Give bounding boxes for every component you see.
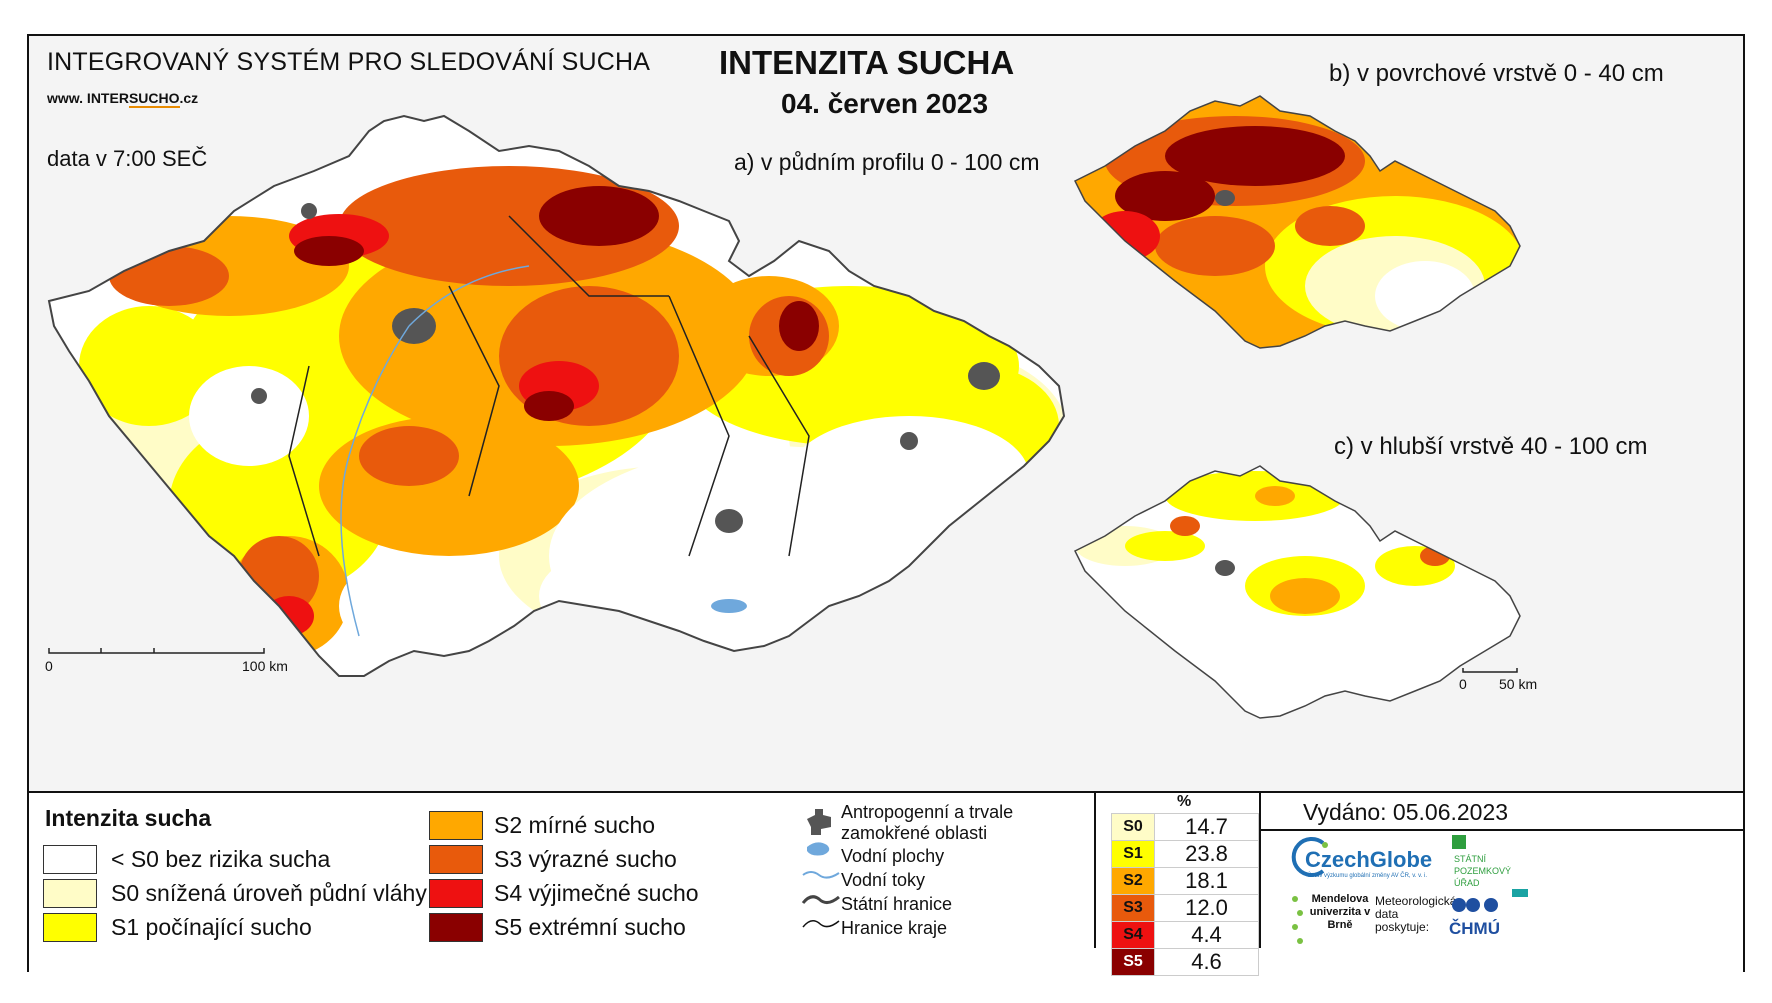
legend-s4: S4 výjimečné sucho <box>494 880 699 906</box>
overlay-state-border: Státní hranice <box>841 894 953 914</box>
scale-bar-a <box>48 648 265 654</box>
percent-row: S4 4.4 <box>1111 921 1259 949</box>
drought-map-b <box>1073 95 1521 349</box>
swatch-s2 <box>429 811 483 840</box>
percent-class: S3 <box>1111 894 1155 922</box>
percent-row: S0 14.7 <box>1111 813 1259 841</box>
overlay-water: Vodní plochy <box>841 846 945 866</box>
drought-map-a <box>47 114 1066 677</box>
percent-value: 18.1 <box>1154 867 1259 895</box>
percent-class: S4 <box>1111 921 1155 949</box>
separator-1 <box>1094 793 1096 948</box>
spu-logo: STÁTNÍ POZEMKOVÝ ÚŘAD <box>1454 854 1512 888</box>
swatch-s1 <box>43 913 97 942</box>
swatch-s3 <box>429 845 483 874</box>
separator-2 <box>1259 793 1261 948</box>
mendel-logo-icon <box>1292 896 1303 944</box>
drought-map-c <box>1073 465 1521 719</box>
scale-a-start: 0 <box>45 658 53 674</box>
urban-area-icon <box>807 809 831 835</box>
swatch-s5 <box>429 913 483 942</box>
percent-row: S2 18.1 <box>1111 867 1259 895</box>
legend-title: Intenzita sucha <box>45 805 212 831</box>
map-a-title: a) v půdním profilu 0 - 100 cm <box>734 149 1040 175</box>
spu-logo-icon <box>1452 835 1466 849</box>
percent-value: 12.0 <box>1154 894 1259 922</box>
overlay-region-border: Hranice kraje <box>841 918 948 938</box>
overlay-icons <box>801 809 840 928</box>
scale-c-start: 0 <box>1459 676 1467 692</box>
percent-class: S2 <box>1111 867 1155 895</box>
percent-value: 4.4 <box>1154 921 1259 949</box>
legend-area: Intenzita sucha < S0 bez rizika sucha S0… <box>29 791 1743 976</box>
percent-class: S5 <box>1111 948 1155 976</box>
percent-header: % <box>1177 793 1192 810</box>
percent-row: S3 12.0 <box>1111 894 1259 922</box>
legend-s1: S1 počínající sucho <box>111 914 312 940</box>
chmu-logo: ČHMÚ <box>1449 919 1500 938</box>
mendel-logo: Mendelova univerzita v Brně <box>1309 893 1371 931</box>
map-b-title: b) v povrchové vrstvě 0 - 40 cm <box>1329 60 1664 87</box>
percent-table: S0 14.7 S1 23.8 S2 18.1 S3 12.0 S4 4.4 S5 4.6 <box>1111 813 1259 976</box>
water-body-icon <box>807 842 830 856</box>
scale-a-end: 100 km <box>242 658 288 674</box>
percent-value: 14.7 <box>1154 813 1259 841</box>
legend-s0: S0 snížená úroveň půdní vláhy <box>111 880 427 906</box>
percent-row: S5 4.6 <box>1111 948 1259 976</box>
swatch-s0 <box>43 879 97 908</box>
overlay-urban: Antropogenní a trvale zamokřené oblasti <box>841 802 1014 843</box>
system-title: INTEGROVANÝ SYSTÉM PRO SLEDOVÁNÍ SUCHA <box>47 48 651 76</box>
main-title: INTENZITA SUCHA <box>719 44 1015 81</box>
chmu-logo-icon <box>1452 898 1498 912</box>
percent-class: S1 <box>1111 840 1155 868</box>
river-icon <box>802 871 840 879</box>
region-border-icon <box>802 920 840 928</box>
main-date: 04. červen 2023 <box>781 88 989 119</box>
percent-class: S0 <box>1111 813 1155 841</box>
meteo-text: Meteorologická data poskytuje: <box>1375 894 1457 934</box>
separator-3 <box>1261 829 1743 831</box>
legend-none: < S0 bez rizika sucha <box>111 846 331 872</box>
czechglobe-sub: Ústav výzkumu globální změny AV ČR, v. v… <box>1307 873 1428 879</box>
percent-value: 4.6 <box>1154 948 1259 976</box>
legend-s3: S3 výrazné sucho <box>494 846 677 872</box>
legend-s5: S5 extrémní sucho <box>494 914 686 940</box>
percent-value: 23.8 <box>1154 840 1259 868</box>
scale-bar-c <box>1462 668 1518 673</box>
scale-c-end: 50 km <box>1499 676 1538 692</box>
swatch-none <box>43 845 97 874</box>
website-suffix: .cz <box>179 90 199 106</box>
map-c-title: c) v hlubší vrstvě 40 - 100 cm <box>1334 433 1648 460</box>
website-highlight: SUCHO <box>128 90 180 108</box>
website-prefix: www. INTER <box>47 90 129 106</box>
data-time: data v 7:00 SEČ <box>47 146 208 171</box>
legend-s2: S2 mírné sucho <box>494 812 656 838</box>
map-area: INTEGROVANÝ SYSTÉM PRO SLEDOVÁNÍ SUCHA w… <box>29 36 1743 791</box>
overlay-river: Vodní toky <box>841 870 926 890</box>
percent-row: S1 23.8 <box>1111 840 1259 868</box>
map-frame: INTEGROVANÝ SYSTÉM PRO SLEDOVÁNÍ SUCHA w… <box>27 34 1745 976</box>
czechglobe-logo: CzechGlobe <box>1305 847 1433 872</box>
state-border-icon <box>801 895 840 904</box>
czechglobe-logo-icon <box>1291 837 1328 877</box>
issued-date: Vydáno: 05.06.2023 <box>1303 799 1509 825</box>
swatch-s4 <box>429 879 483 908</box>
spu-accent <box>1512 889 1528 897</box>
website-link[interactable]: www. INTERSUCHO.cz <box>47 90 199 108</box>
